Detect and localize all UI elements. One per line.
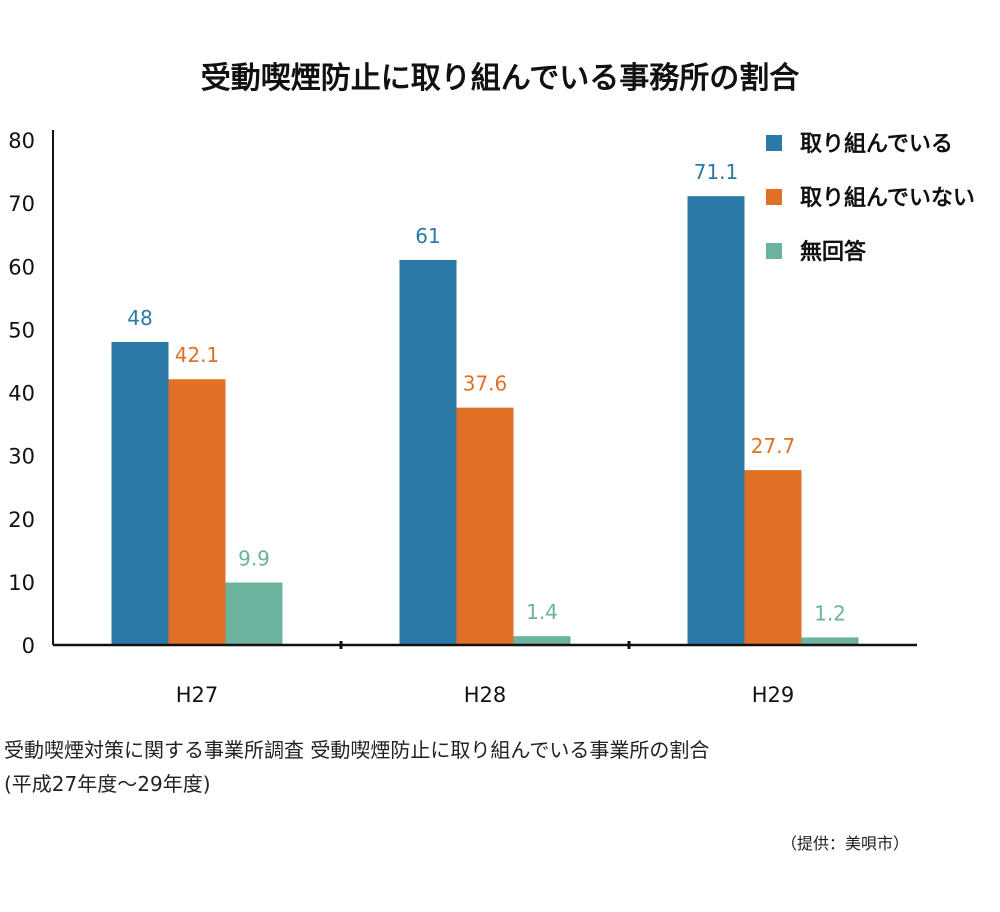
y-tick-label: 40 xyxy=(8,382,35,406)
legend-label: 取り組んでいない xyxy=(800,185,975,211)
bar xyxy=(744,470,802,645)
legend-swatch xyxy=(766,243,782,259)
legend-label: 無回答 xyxy=(800,239,867,265)
credit-note: （提供：美唄市） xyxy=(781,834,910,853)
y-axis: 0 10 20 30 40 50 60 70 80 xyxy=(8,129,54,658)
chart-caption: 受動喫煙対策に関する事業所調査 受動喫煙防止に取り組んでいる事業所の割合 (平成… xyxy=(4,733,709,801)
y-tick-label: 70 xyxy=(8,192,35,216)
bar xyxy=(168,379,226,645)
data-label: 48 xyxy=(127,306,152,330)
caption-line-1: 受動喫煙対策に関する事業所調査 受動喫煙防止に取り組んでいる事業所の割合 xyxy=(4,738,710,762)
data-labels: 48 42.1 9.9 61 37.6 1.4 71.1 27.7 1.2 xyxy=(127,160,846,625)
y-tick-label: 30 xyxy=(8,445,35,469)
bar xyxy=(399,259,457,645)
data-label: 71.1 xyxy=(694,160,739,184)
y-tick-label: 20 xyxy=(8,508,35,532)
legend-swatch xyxy=(766,135,782,151)
bars xyxy=(111,196,859,645)
x-category-label: H27 xyxy=(176,683,219,707)
y-tick-label: 80 xyxy=(8,129,35,153)
chart-title: 受動喫煙防止に取り組んでいる事務所の割合 xyxy=(201,61,800,96)
data-label: 1.2 xyxy=(814,601,846,625)
x-axis: H27 H28 H29 xyxy=(53,641,917,707)
bar xyxy=(111,342,169,645)
x-category-label: H29 xyxy=(752,683,795,707)
y-tick-label: 0 xyxy=(22,634,35,658)
bar xyxy=(687,196,745,645)
data-label: 1.4 xyxy=(526,600,558,624)
data-label: 9.9 xyxy=(238,547,270,571)
bar xyxy=(225,582,283,645)
caption-line-2: (平成27年度～29年度) xyxy=(4,772,211,796)
y-tick-label: 60 xyxy=(8,255,35,279)
bar xyxy=(513,636,571,645)
bar xyxy=(801,637,859,645)
y-tick-label: 50 xyxy=(8,318,35,342)
bar xyxy=(456,407,514,645)
legend-label: 取り組んでいる xyxy=(800,131,953,157)
data-label: 42.1 xyxy=(175,343,220,367)
data-label: 61 xyxy=(415,224,440,248)
y-tick-label: 10 xyxy=(8,571,35,595)
bar-chart: 受動喫煙防止に取り組んでいる事務所の割合 0 10 20 30 40 50 60 70 80 4… xyxy=(8,61,975,707)
data-label: 37.6 xyxy=(463,372,508,396)
x-category-label: H28 xyxy=(464,683,507,707)
legend-swatch xyxy=(766,189,782,205)
data-label: 27.7 xyxy=(751,434,796,458)
